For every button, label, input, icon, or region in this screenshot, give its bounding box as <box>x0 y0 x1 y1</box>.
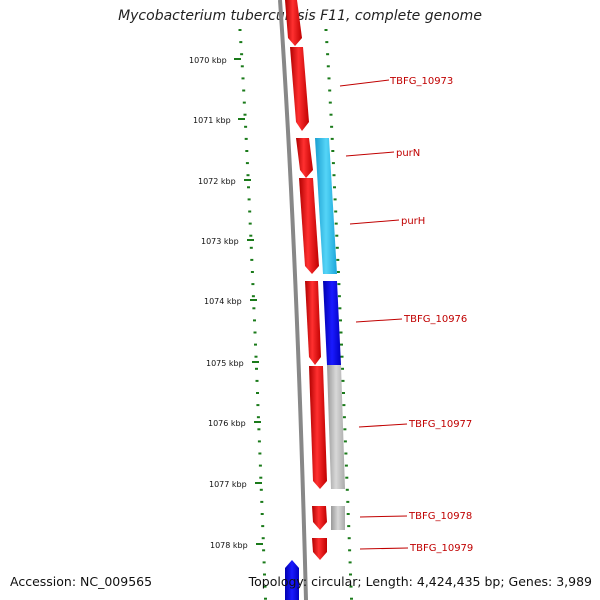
tick-marks-left <box>238 29 267 600</box>
kbp-label: 1072 kbp <box>198 177 236 186</box>
gene-arrow-TBFG_10972[interactable] <box>285 0 302 46</box>
genome-stats-text: Topology: circular; Length: 4,424,435 bp… <box>248 574 592 589</box>
gene-arrow-TBFG_10977[interactable] <box>309 366 327 489</box>
kbp-label: 1073 kbp <box>201 237 239 246</box>
gene-label-TBFG_10977: TBFG_10977 <box>408 419 472 430</box>
gene-arrow-TBFG_10976[interactable] <box>323 281 341 365</box>
tick-marks-right <box>324 29 353 600</box>
forward-strand-genes <box>315 138 345 530</box>
gene-label-purH: purH <box>401 216 425 227</box>
kbp-ticks <box>234 58 263 545</box>
gene-labels: TBFG_10973 purN purH TBFG_10976 TBFG_109… <box>339 76 473 554</box>
gene-arrow-purN[interactable] <box>315 138 337 274</box>
kbp-label: 1078 kbp <box>210 541 248 550</box>
accession-text: Accession: NC_009565 <box>10 574 153 589</box>
kbp-label: 1070 kbp <box>189 56 227 65</box>
kbp-label: 1074 kbp <box>204 297 242 306</box>
kbp-axis: 1070 kbp 1071 kbp 1072 kbp 1073 kbp 1074… <box>189 56 248 550</box>
gene-arrow-purH-rev[interactable] <box>299 178 319 274</box>
gene-label-TBFG_10973: TBFG_10973 <box>389 76 453 87</box>
kbp-label: 1077 kbp <box>209 480 247 489</box>
gene-arrow-grey-2[interactable] <box>331 506 345 530</box>
gene-arrow-purN-rev[interactable] <box>296 138 313 178</box>
gene-label-TBFG_10979: TBFG_10979 <box>409 543 473 554</box>
map-title: Mycobacterium tuberculosis F11, complete… <box>118 8 482 24</box>
kbp-label: 1075 kbp <box>206 359 244 368</box>
gene-label-TBFG_10978: TBFG_10978 <box>408 511 472 522</box>
kbp-label: 1071 kbp <box>193 116 231 125</box>
reverse-strand-genes <box>285 0 327 560</box>
genome-backbone <box>278 0 308 600</box>
gene-arrow-TBFG_10978[interactable] <box>312 506 327 530</box>
gene-arrow-TBFG_10979[interactable] <box>312 538 327 560</box>
gene-arrow-grey-1[interactable] <box>327 365 345 489</box>
gene-arrow-TBFG_10973[interactable] <box>290 47 309 131</box>
gene-arrow-blue-bottom[interactable] <box>285 560 299 600</box>
gene-label-TBFG_10976: TBFG_10976 <box>403 314 467 325</box>
kbp-label: 1076 kbp <box>208 419 246 428</box>
gene-arrow-TBFG_10976-rev[interactable] <box>305 281 321 365</box>
gene-label-purN: purN <box>396 148 420 159</box>
